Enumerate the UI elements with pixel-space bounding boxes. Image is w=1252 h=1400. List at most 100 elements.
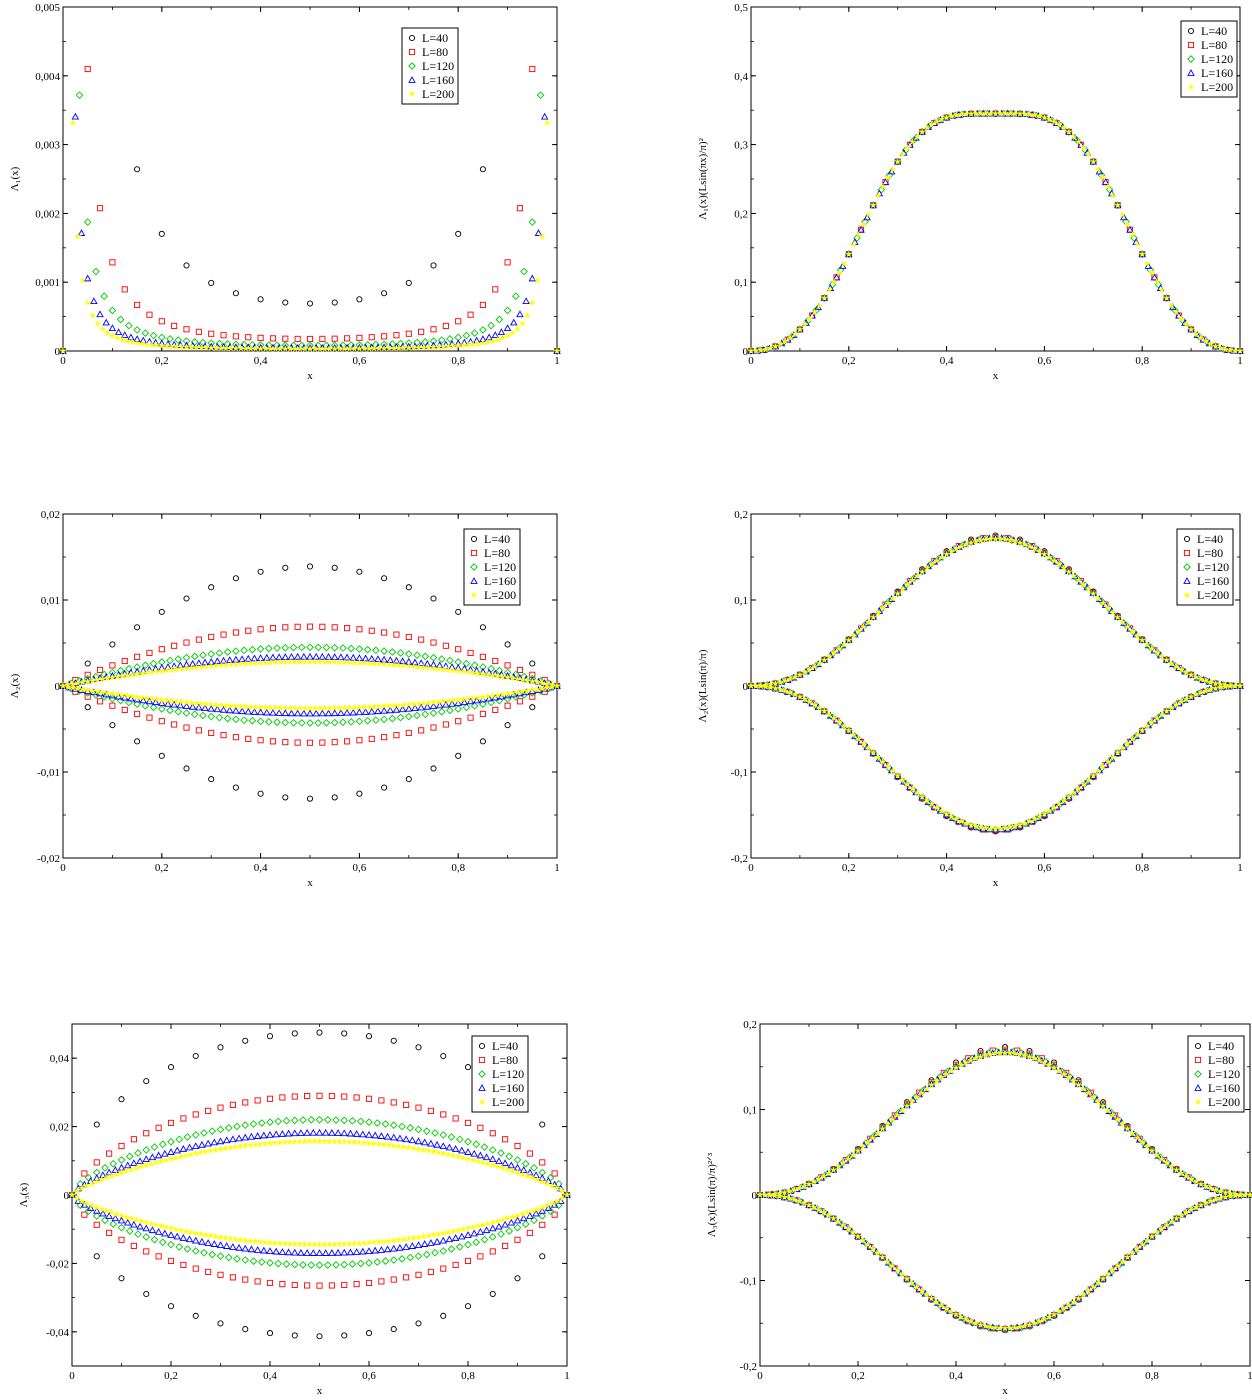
data-point — [282, 794, 289, 801]
data-point — [381, 734, 388, 741]
data-point — [462, 703, 471, 712]
data-point — [123, 337, 131, 345]
data-point — [1020, 1051, 1029, 1059]
data-point — [981, 1322, 990, 1330]
data-point — [835, 644, 843, 652]
data-point — [474, 693, 482, 701]
y-tick-label: 0 — [64, 1190, 70, 1202]
data-point — [223, 714, 232, 723]
legend-marker — [408, 34, 416, 42]
data-point — [187, 1228, 195, 1236]
data-point — [1084, 1287, 1092, 1295]
data-point — [365, 1033, 373, 1040]
data-point — [158, 230, 165, 237]
data-point — [59, 682, 67, 690]
data-point — [312, 652, 320, 660]
data-point — [356, 1117, 365, 1126]
data-point — [355, 1239, 363, 1247]
data-point — [111, 1214, 120, 1222]
data-point — [315, 1261, 324, 1269]
data-point — [143, 340, 151, 348]
data-point — [529, 693, 536, 700]
data-point — [266, 1330, 274, 1337]
data-point — [232, 344, 240, 352]
data-point — [1050, 117, 1058, 125]
data-point — [1130, 234, 1138, 242]
data-point — [406, 1253, 415, 1262]
data-point — [466, 697, 475, 705]
data-point — [242, 1037, 249, 1044]
data-point — [497, 328, 506, 336]
data-point — [220, 631, 227, 638]
data-point — [1123, 739, 1132, 747]
data-point — [427, 1268, 434, 1275]
data-point — [1144, 262, 1153, 269]
data-point — [138, 693, 146, 701]
data-point — [291, 1332, 298, 1339]
data-point — [106, 1229, 113, 1236]
data-point — [248, 645, 257, 654]
data-point — [339, 718, 347, 727]
data-point — [796, 671, 804, 679]
data-point — [266, 1095, 274, 1102]
data-point — [526, 1212, 534, 1219]
data-point — [459, 1153, 467, 1161]
data-point — [957, 817, 965, 825]
data-point — [815, 703, 824, 711]
data-point — [88, 676, 97, 684]
data-point — [952, 545, 961, 553]
data-point — [261, 703, 270, 711]
data-point — [440, 1111, 447, 1118]
y-axis-title: Λ₂(x)(Lsin(π)/π) — [697, 649, 709, 722]
data-point — [1187, 1175, 1195, 1183]
data-point — [538, 1206, 547, 1214]
data-point — [419, 1232, 428, 1240]
data-point — [445, 1143, 454, 1151]
data-point — [923, 123, 931, 132]
data-point — [134, 738, 141, 745]
legend-entry: L=160 — [1201, 66, 1233, 80]
y-tick-label: -0,01 — [37, 767, 60, 779]
data-point — [1207, 1184, 1215, 1192]
data-point — [269, 335, 277, 342]
data-point — [494, 1217, 502, 1225]
data-point — [1153, 1151, 1161, 1159]
data-point — [213, 657, 222, 665]
y-tick-label: 0,1 — [743, 1105, 757, 1117]
legend-marker — [1194, 1042, 1202, 1050]
data-point — [405, 704, 413, 712]
legend-entry: L=40 — [422, 31, 448, 45]
data-point — [205, 1107, 212, 1114]
data-point — [352, 1130, 361, 1137]
data-point — [1045, 1313, 1053, 1321]
legend-marker — [1187, 41, 1195, 49]
data-point — [96, 310, 104, 318]
data-point — [503, 331, 512, 339]
data-point — [183, 595, 190, 602]
data-point — [1045, 806, 1053, 814]
data-point — [154, 1227, 163, 1235]
data-point — [1016, 1323, 1024, 1331]
data-point — [226, 1234, 235, 1242]
data-point — [513, 688, 522, 696]
data-point — [207, 650, 216, 658]
data-point — [331, 794, 338, 801]
data-point — [485, 333, 493, 341]
data-point — [1162, 656, 1171, 664]
data-point — [470, 329, 479, 337]
data-point — [141, 661, 150, 670]
data-point — [433, 1237, 441, 1245]
data-point — [153, 667, 161, 675]
data-point — [309, 1249, 318, 1256]
data-point — [363, 645, 372, 654]
data-point — [908, 1278, 916, 1286]
data-point — [942, 810, 951, 818]
data-point — [928, 800, 936, 808]
data-point — [188, 702, 197, 710]
data-point — [928, 120, 936, 128]
data-point — [415, 1044, 422, 1051]
data-point — [296, 704, 304, 712]
data-point — [153, 695, 161, 703]
data-point — [839, 1158, 847, 1167]
legend-marker — [1183, 591, 1191, 599]
